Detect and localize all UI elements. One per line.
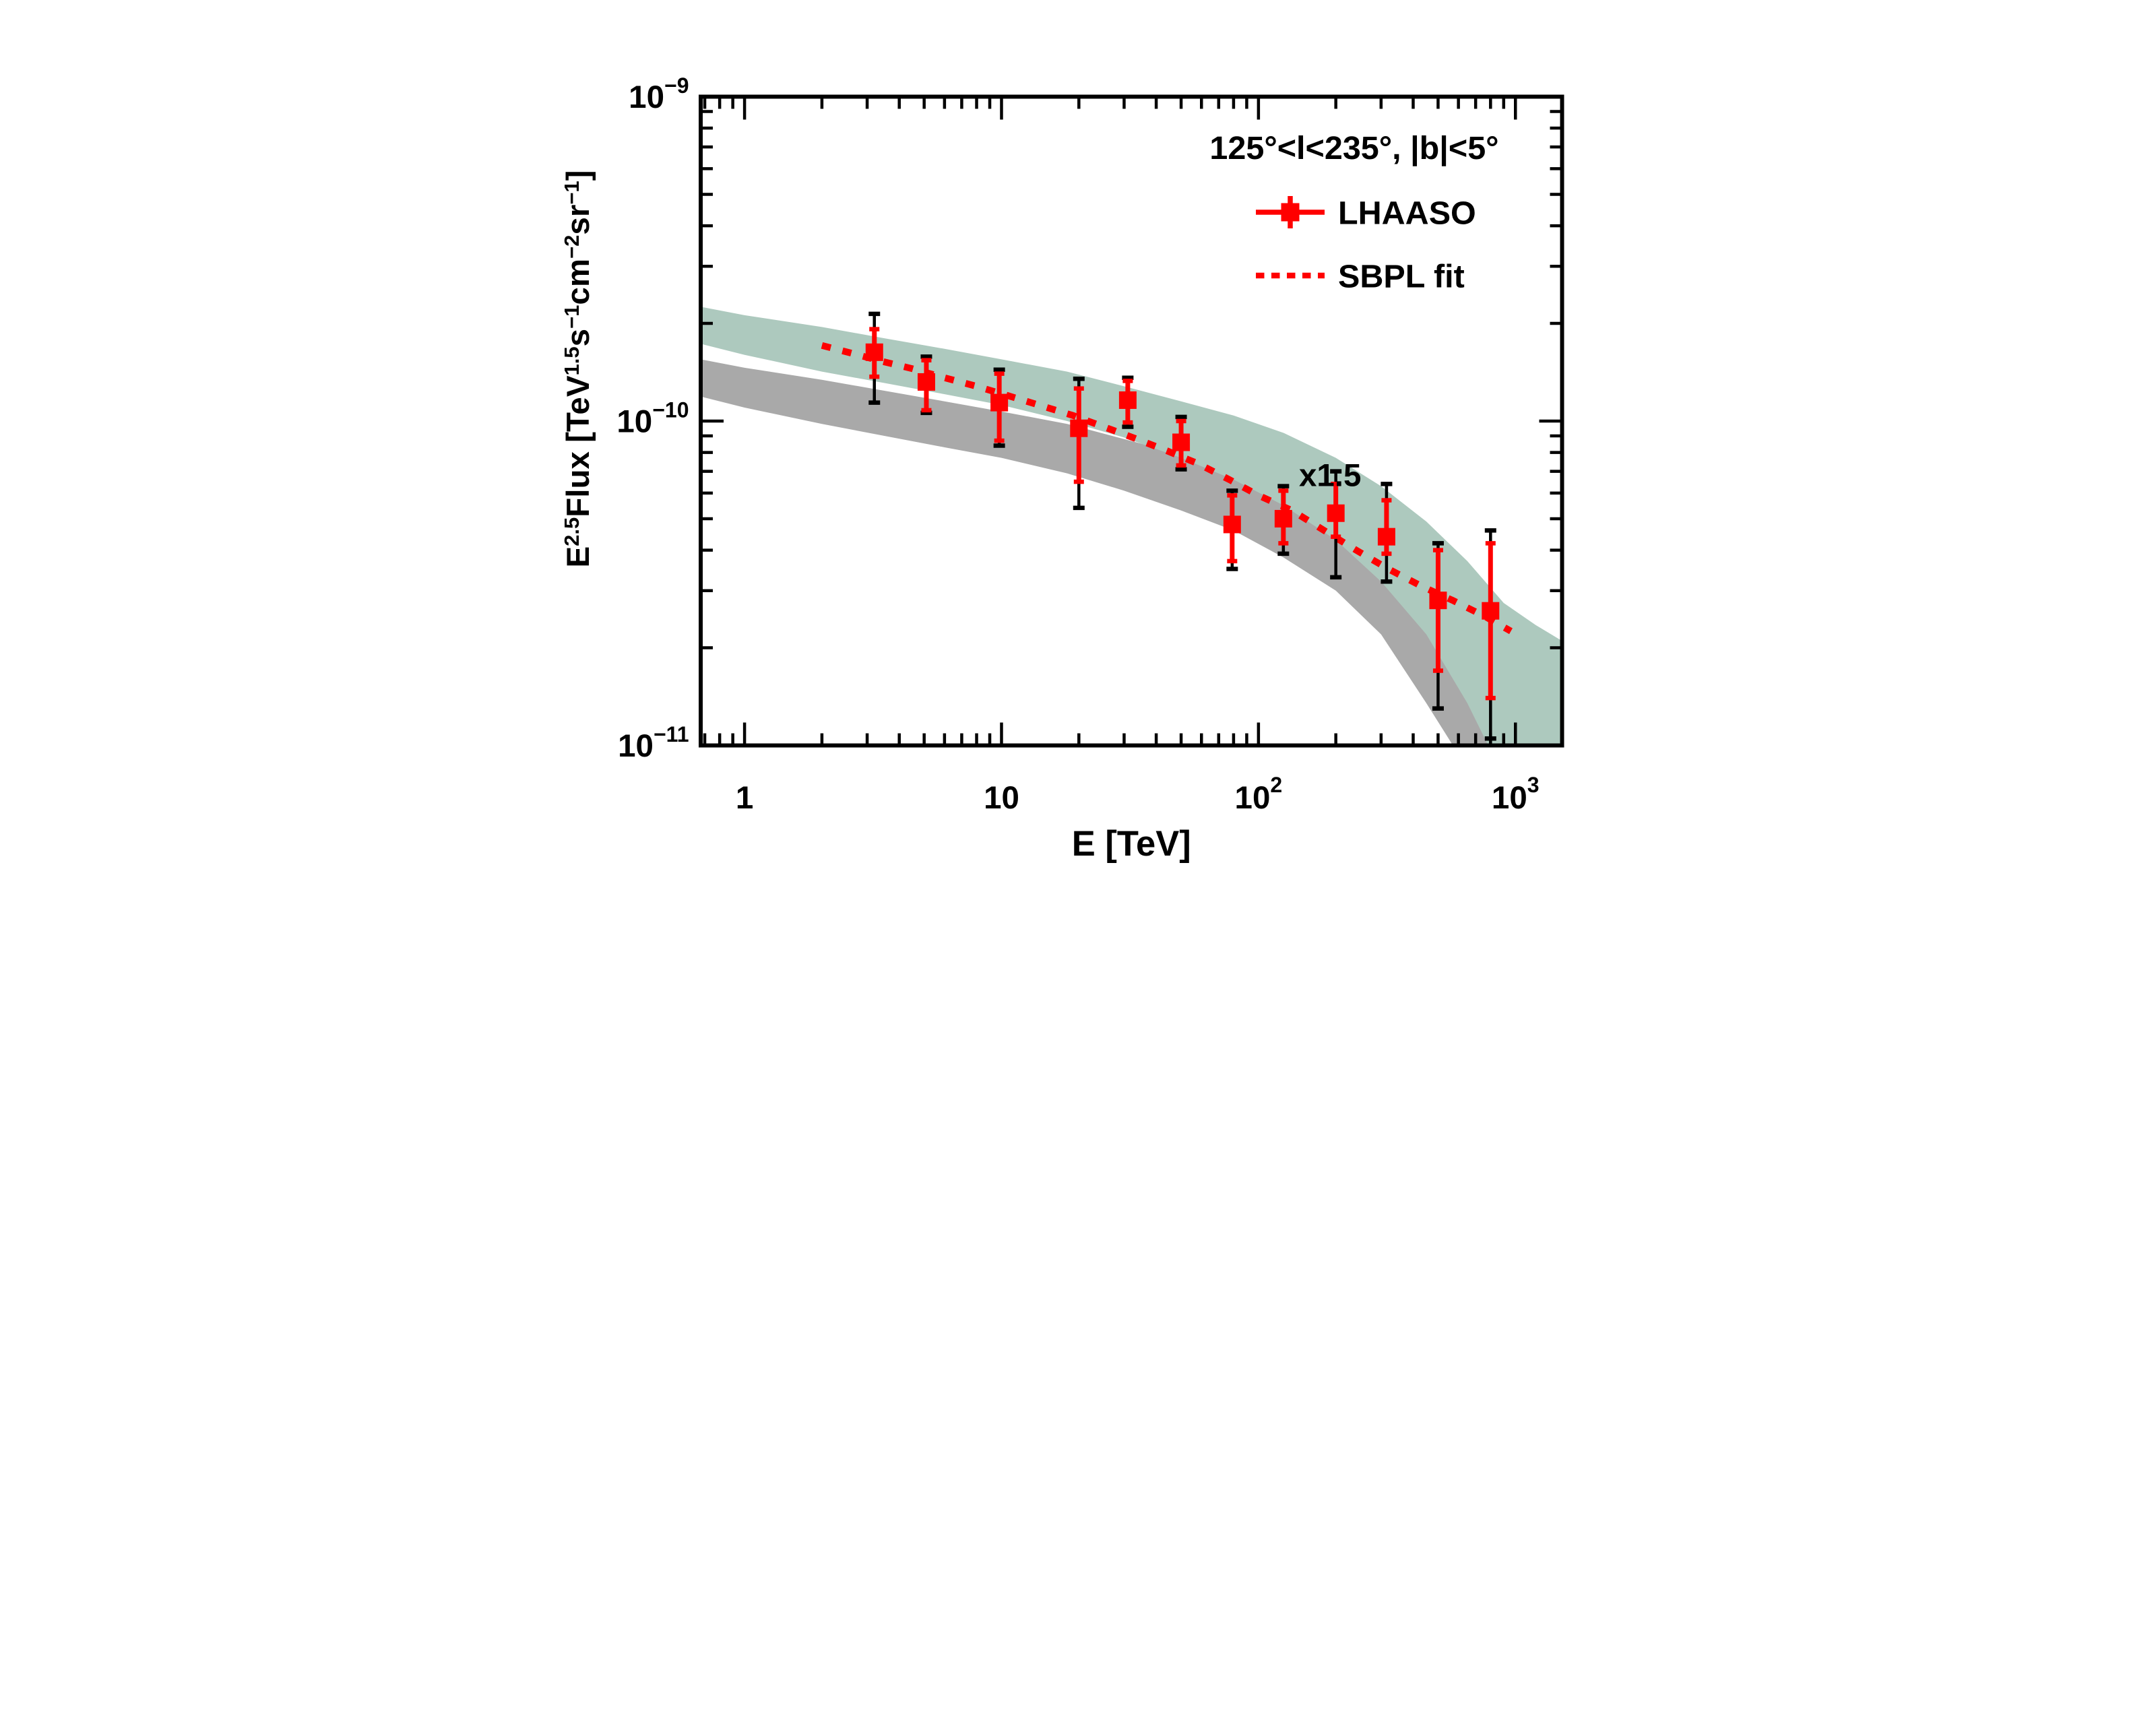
lhaaso-data-point [1482,528,1500,741]
data-marker [865,343,883,361]
lhaaso-data-point [1327,469,1345,580]
lhaaso-data-point [1377,482,1395,584]
legend-label-lhaaso: LHAASO [1338,195,1476,232]
figure-container: 1 10 102 103 10−9 10−10 10−11 E [TeV] E2.5Flux [… [539,0,1617,863]
lhaaso-data-point [1223,488,1241,571]
data-marker [990,393,1009,412]
legend-marker-square [1281,203,1300,222]
legend-item-lhaaso: LHAASO [1256,195,1476,232]
x-tick-label: 1 [736,780,753,816]
lhaaso-data-point [990,367,1009,448]
data-marker [1070,419,1088,437]
plot-area [701,307,1562,746]
lhaaso-data-point [1429,541,1447,711]
y-tick-label: 10−9 [629,73,689,115]
x-tick-label: 103 [1492,773,1540,816]
data-marker [1274,509,1292,528]
legend-item-sbpl-fit: SBPL fit [1256,259,1465,295]
data-marker [1327,504,1345,522]
y-axis-label: E2.5Flux [TeV1.5s−1cm−2sr−1] [560,170,596,567]
lhaaso-data-point [1070,376,1088,511]
spectrum-chart: 1 10 102 103 10−9 10−10 10−11 E [TeV] E2.5Flux [… [539,0,1617,863]
sbpl-fit-line [821,342,1513,635]
lhaaso-data-point [865,311,883,405]
data-marker [1377,528,1395,546]
plot-title: 125°<l<235°, |b|<5° [1209,130,1498,166]
lhaaso-data-point [1274,484,1292,556]
x-tick-label: 102 [1235,773,1283,816]
lhaaso-data-point [1118,375,1137,429]
legend-label-sbpl-fit: SBPL fit [1338,259,1465,295]
data-marker [1482,602,1500,620]
axis-ticks [701,95,1562,747]
y-tick-label: 10−11 [618,722,689,764]
data-marker [1118,391,1137,409]
x-tick-label: 10 [984,780,1019,816]
y-tick-label: 10−10 [616,398,689,440]
lhaaso-data-point [1172,414,1191,472]
data-marker [1429,592,1447,610]
lhaaso-data-series [865,311,1500,741]
legend: LHAASO SBPL fit [1256,195,1476,295]
data-marker [917,373,935,391]
lhaaso-data-point [917,354,935,416]
data-marker [1223,515,1241,534]
data-marker [1172,433,1191,451]
scale-annotation: x1.5 [1299,458,1361,494]
x-axis-label: E [TeV] [1072,824,1191,863]
